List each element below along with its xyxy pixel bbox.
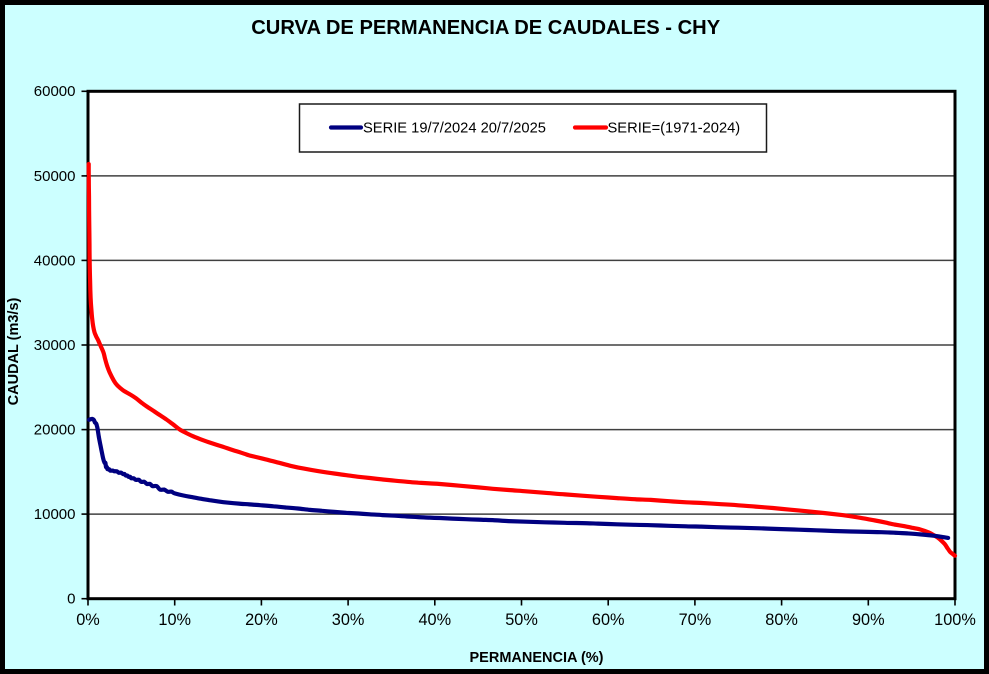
svg-text:SERIE 19/7/2024 20/7/2025: SERIE 19/7/2024 20/7/2025	[363, 121, 546, 137]
svg-text:50000: 50000	[34, 168, 76, 185]
svg-text:50%: 50%	[505, 611, 538, 629]
svg-text:10%: 10%	[158, 611, 191, 629]
svg-text:30%: 30%	[332, 611, 365, 629]
svg-text:100%: 100%	[934, 611, 976, 629]
svg-text:SERIE=(1971-2024): SERIE=(1971-2024)	[608, 121, 741, 137]
svg-text:30000: 30000	[34, 337, 76, 354]
svg-text:0: 0	[67, 591, 75, 608]
svg-text:80%: 80%	[765, 611, 798, 629]
svg-text:60000: 60000	[34, 83, 76, 100]
svg-text:20000: 20000	[34, 422, 76, 439]
svg-text:PERMANENCIA (%): PERMANENCIA (%)	[470, 650, 604, 666]
svg-text:90%: 90%	[852, 611, 885, 629]
svg-text:CAUDAL (m3/s): CAUDAL (m3/s)	[6, 297, 22, 405]
svg-text:70%: 70%	[679, 611, 712, 629]
svg-text:CURVA DE PERMANENCIA DE CAUDAL: CURVA DE PERMANENCIA DE CAUDALES - CHY	[251, 17, 720, 39]
svg-text:20%: 20%	[245, 611, 278, 629]
svg-text:60%: 60%	[592, 611, 625, 629]
svg-text:40000: 40000	[34, 252, 76, 269]
svg-text:10000: 10000	[34, 506, 76, 523]
svg-text:0%: 0%	[76, 611, 100, 629]
svg-text:40%: 40%	[419, 611, 452, 629]
